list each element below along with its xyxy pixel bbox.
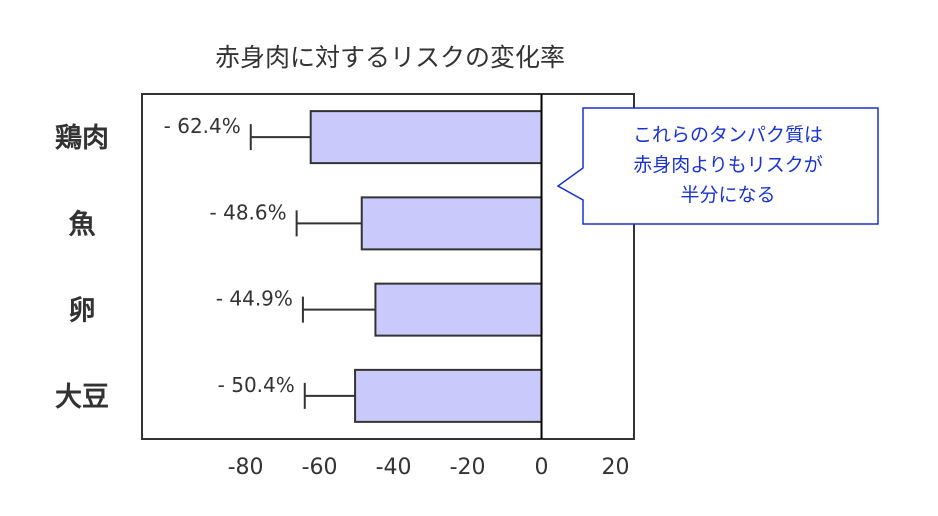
x-tick-label-6: 20 xyxy=(602,455,630,480)
annotation-callout: これらのタンパク質は 赤身肉よりもリスクが 半分になる xyxy=(556,107,879,225)
plot-area: - 62.4% 鶏肉 - 48.6% 魚 - 44.9% 卵 - 50.4% 大豆 -80 -60… xyxy=(55,93,635,480)
category-label-4: 大豆 xyxy=(55,382,109,413)
callout-box xyxy=(556,107,879,225)
callout-line-2: 赤身肉よりもリスクが xyxy=(633,154,823,176)
plot-frame xyxy=(141,93,635,440)
bar-4 xyxy=(354,368,543,423)
x-tick-label-1: -80 xyxy=(228,455,264,480)
bar-1 xyxy=(309,110,543,165)
x-tick-label-2: -60 xyxy=(302,455,338,480)
data-label-4: - 50.4% xyxy=(218,373,295,397)
x-tick-label-3: -40 xyxy=(376,455,412,480)
bar-3 xyxy=(374,282,543,337)
data-label-3: - 44.9% xyxy=(216,287,293,311)
callout-line-1: これらのタンパク質は xyxy=(633,124,823,146)
callout-line-3: 半分になる xyxy=(680,184,775,206)
data-label-1: - 62.4% xyxy=(164,114,241,138)
category-label-3: 卵 xyxy=(69,296,96,327)
chart-title: 赤身肉に対するリスクの変化率 xyxy=(215,43,565,72)
data-label-2: - 48.6% xyxy=(210,200,287,224)
bar-2 xyxy=(360,196,543,251)
x-tick-label-4: -20 xyxy=(450,455,486,480)
category-label-1: 鶏肉 xyxy=(55,123,109,154)
x-tick-label-5: 0 xyxy=(535,455,549,480)
category-label-2: 魚 xyxy=(69,208,96,240)
